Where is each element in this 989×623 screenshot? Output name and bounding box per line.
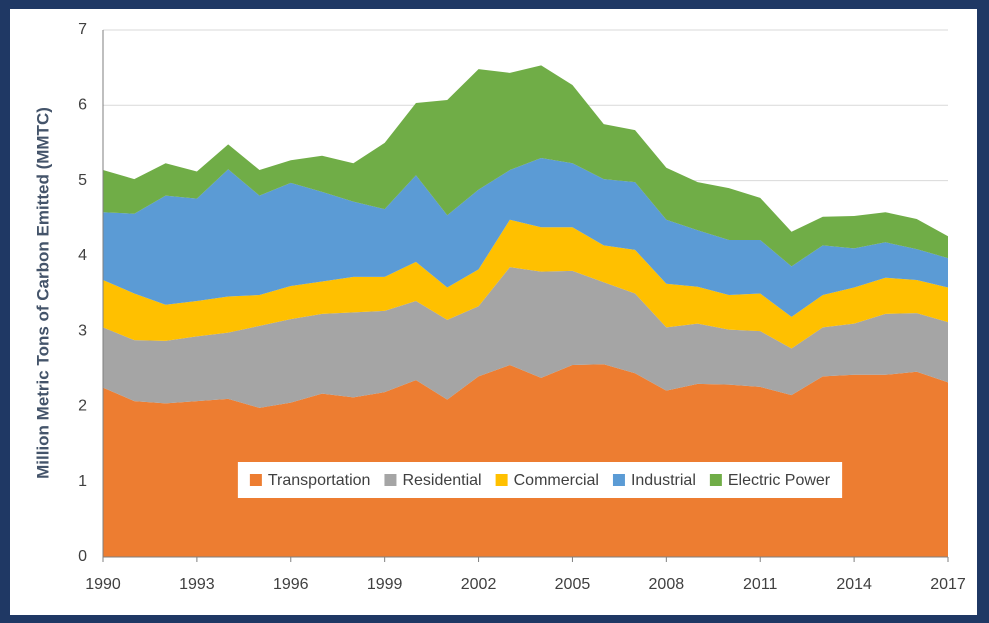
legend-label: Commercial [514,472,599,489]
y-tick-label: 1 [78,473,87,490]
legend-swatch [709,474,722,486]
legend-swatch [249,474,262,486]
legend-box [237,462,843,498]
y-tick-label: 7 [78,21,87,38]
x-tick-label: 2017 [930,576,966,593]
area [103,65,948,267]
x-tick-label: 1990 [85,576,121,593]
area [103,219,948,349]
x-tick-label: 2014 [836,576,872,593]
area [103,364,948,557]
x-tick-label: 1993 [179,576,215,593]
y-tick-label: 2 [78,398,87,415]
y-tick-label: 3 [78,322,87,339]
y-tick-label: 0 [78,548,87,565]
y-tick-label: 6 [78,97,87,114]
legend-swatch [384,474,397,486]
legend-label: Industrial [631,472,696,489]
legend-label: Electric Power [728,472,831,489]
area [103,267,948,408]
x-tick-label: 1999 [367,576,403,593]
legend-label: Transportation [268,472,371,489]
area [103,157,948,317]
legend: Transportation Residential Commercial Indus… [237,462,843,498]
legend-swatch [495,474,508,486]
x-tick-label: 2011 [743,576,778,593]
x-tick-label: 2002 [461,576,497,593]
y-tick-label: 5 [78,172,87,189]
legend-swatch [612,474,625,486]
x-tick-label: 1996 [273,576,309,593]
y-tick-label: 4 [78,247,87,264]
x-tick-label: 2005 [555,576,591,593]
x-tick-label: 2008 [649,576,685,593]
y-axis-label: Million Metric Tons of Carbon Emitted (M… [33,107,52,479]
legend-label: Residential [402,472,481,489]
